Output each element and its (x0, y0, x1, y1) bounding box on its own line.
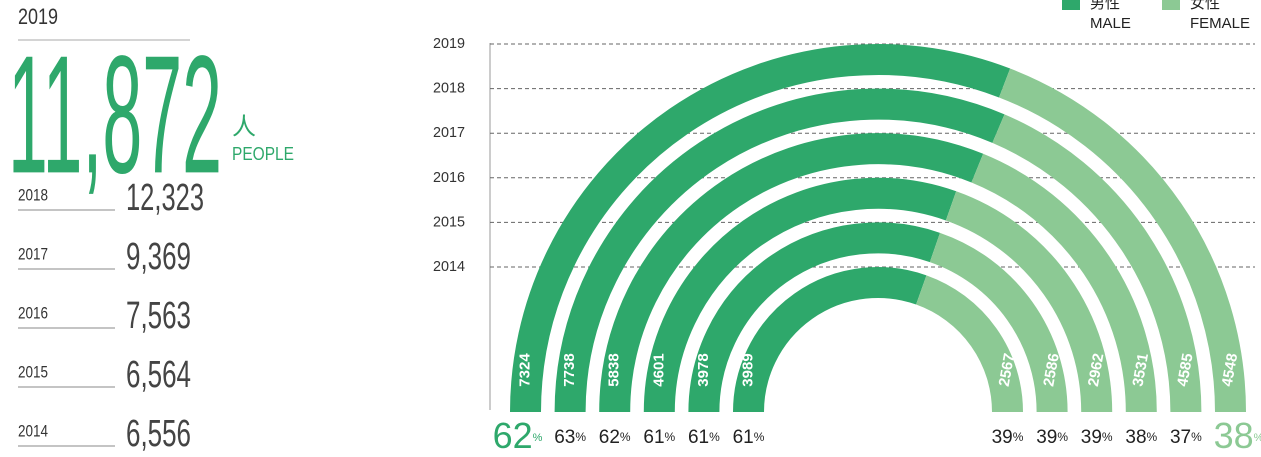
percent-value: 61 (733, 427, 754, 448)
percent-value: 39 (1036, 427, 1057, 448)
value-label: 3989 (739, 353, 756, 386)
value-label: 4548 (1219, 352, 1242, 388)
legend-name: 男性 (1090, 0, 1120, 12)
percent-value: 38 (1125, 427, 1146, 448)
percent-value: 62 (493, 415, 533, 456)
ring-male (643, 177, 957, 413)
history-year: 2014 (18, 421, 48, 440)
percent-unit: % (665, 430, 676, 444)
y-tick-label: 2017 (433, 124, 465, 141)
percent-unit: % (620, 430, 631, 444)
legend-name-en: MALE (1090, 15, 1131, 32)
legend-name: 女性 (1190, 0, 1220, 12)
ring-male (599, 133, 984, 413)
legend-swatch (1062, 0, 1080, 10)
percent-unit: % (1102, 430, 1113, 444)
percent-unit: % (533, 432, 543, 444)
history-total: 9,369 (126, 236, 191, 278)
history-total: 7,563 (126, 295, 191, 337)
percent-label: 62% (493, 415, 543, 456)
value-label: 2586 (1040, 352, 1063, 388)
percent-label: 38% (1214, 415, 1261, 456)
percent-unit: % (575, 430, 586, 444)
y-tick-label: 2014 (433, 258, 465, 275)
percent-value: 62 (599, 427, 620, 448)
percent-label: 61% (643, 427, 675, 448)
percent-unit: % (1057, 430, 1068, 444)
value-label: 7738 (561, 353, 578, 386)
history-total: 12,323 (126, 177, 204, 219)
ring-female (999, 68, 1246, 413)
ring-female (929, 232, 1068, 413)
y-tick-label: 2018 (433, 80, 465, 97)
percent-value: 61 (688, 427, 709, 448)
ring-female (992, 114, 1202, 413)
ring-female (971, 153, 1157, 413)
history-total: 6,556 (126, 413, 191, 455)
ring-male (688, 222, 940, 413)
y-tick-label: 2016 (433, 169, 465, 186)
percent-label: 61% (688, 427, 720, 448)
value-label: 5838 (606, 353, 623, 386)
percent-unit: % (1013, 430, 1024, 444)
value-label: 4585 (1174, 352, 1197, 388)
ring-female (915, 275, 1023, 413)
percent-value: 38 (1214, 415, 1254, 456)
percent-label: 62% (599, 427, 631, 448)
ring-male (510, 44, 1011, 413)
history-year: 2018 (18, 185, 48, 204)
value-label: 4601 (650, 353, 667, 386)
percent-label: 39% (1036, 427, 1068, 448)
value-label: 3978 (695, 353, 712, 386)
summary-total: 11,872 (8, 20, 222, 208)
history-year: 2016 (18, 303, 48, 322)
percent-label: 61% (733, 427, 765, 448)
value-label: 3531 (1130, 352, 1153, 388)
percent-value: 61 (643, 427, 664, 448)
value-label: 2962 (1085, 352, 1108, 388)
percent-label: 38% (1125, 427, 1157, 448)
percent-value: 63 (554, 427, 575, 448)
ring-male (554, 88, 1005, 413)
ring-female (945, 191, 1113, 413)
percent-label: 39% (992, 427, 1024, 448)
percent-value: 37 (1170, 427, 1191, 448)
y-tick-label: 2015 (433, 213, 465, 230)
percent-label: 37% (1170, 427, 1202, 448)
history-year: 2017 (18, 244, 48, 263)
summary-unit-en: PEOPLE (232, 144, 294, 164)
percent-unit: % (754, 430, 765, 444)
y-tick-label: 2019 (433, 35, 465, 52)
percent-value: 39 (992, 427, 1013, 448)
percent-unit: % (1191, 430, 1202, 444)
value-label: 7324 (516, 353, 533, 387)
percent-unit: % (1147, 430, 1158, 444)
value-label: 2567 (996, 352, 1019, 388)
percent-unit: % (1254, 432, 1261, 444)
summary-unit: 人 (232, 113, 256, 140)
history-year: 2015 (18, 362, 48, 381)
history-total: 6,564 (126, 354, 191, 396)
ring-male (733, 267, 927, 413)
percent-value: 39 (1081, 427, 1102, 448)
percent-label: 39% (1081, 427, 1113, 448)
percent-unit: % (709, 430, 720, 444)
percent-label: 63% (554, 427, 586, 448)
legend-name-en: FEMALE (1190, 15, 1250, 32)
summary-year: 2019 (18, 4, 58, 29)
legend-swatch (1162, 0, 1180, 10)
